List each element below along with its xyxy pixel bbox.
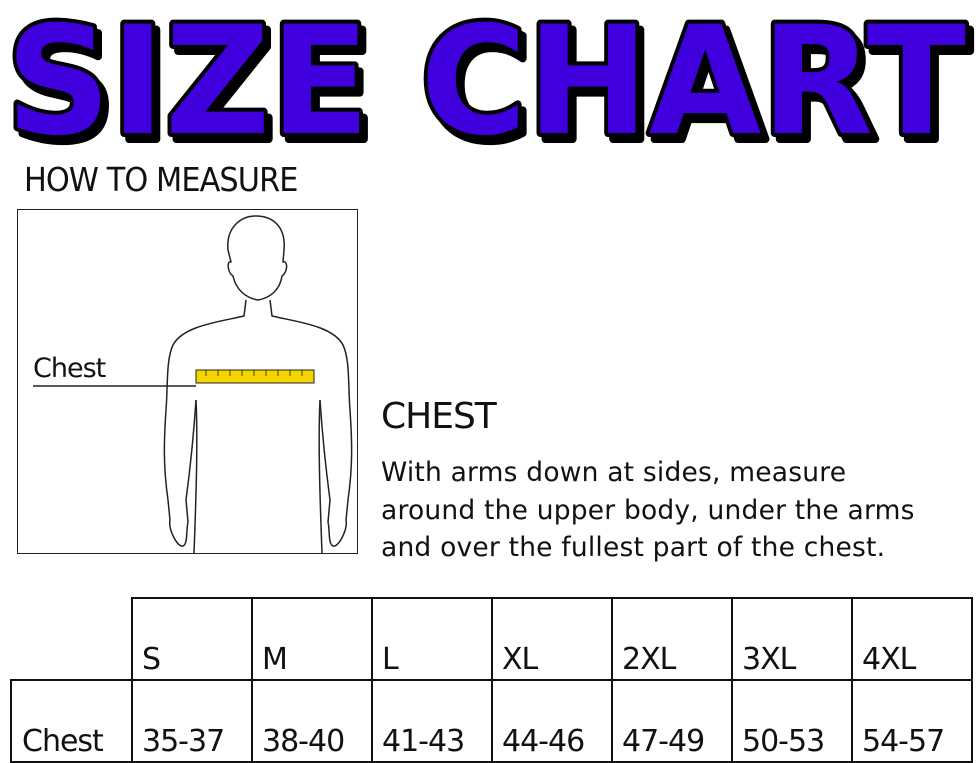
- title-text: SIZE CHART: [6, 0, 966, 150]
- chest-instructions: With arms down at sides, measure around …: [381, 454, 978, 567]
- size-header: 4XL: [851, 597, 973, 681]
- measurement-figure: Chest: [17, 209, 358, 554]
- measuring-tape: [195, 369, 315, 384]
- table-cell: 50-53: [731, 679, 853, 763]
- size-header: 2XL: [611, 597, 733, 681]
- table-cell: 47-49: [611, 679, 733, 763]
- size-header: S: [131, 597, 253, 681]
- table-cell: 38-40: [251, 679, 373, 763]
- table-cell: 44-46: [491, 679, 613, 763]
- instruction-line: With arms down at sides, measure: [381, 457, 847, 488]
- table-cell: 41-43: [371, 679, 493, 763]
- how-to-measure-heading: HOW TO MEASURE: [24, 160, 298, 199]
- size-header-row: S M L XL 2XL 3XL 4XL: [11, 597, 973, 681]
- table-cell: 54-57: [851, 679, 973, 763]
- corner-cell: [11, 598, 133, 681]
- size-header: 3XL: [731, 597, 853, 681]
- body-outline-illustration: [33, 215, 353, 554]
- size-header: L: [371, 597, 493, 681]
- chest-label: Chest: [33, 353, 106, 384]
- table-cell: 35-37: [131, 679, 253, 763]
- table-row: Chest 35-37 38-40 41-43 44-46 47-49 50-5…: [10, 679, 973, 763]
- row-label: Chest: [10, 679, 133, 763]
- size-table: S M L XL 2XL 3XL 4XL Chest 35-37 38-40 4…: [10, 597, 973, 763]
- instruction-line: around the upper body, under the arms: [381, 494, 915, 526]
- size-header: M: [251, 597, 373, 681]
- size-header: XL: [491, 597, 613, 681]
- chest-heading: CHEST: [381, 396, 497, 437]
- size-chart-title: SIZE CHART: [2, 0, 970, 150]
- instruction-line: and over the fullest part of the chest.: [381, 532, 886, 563]
